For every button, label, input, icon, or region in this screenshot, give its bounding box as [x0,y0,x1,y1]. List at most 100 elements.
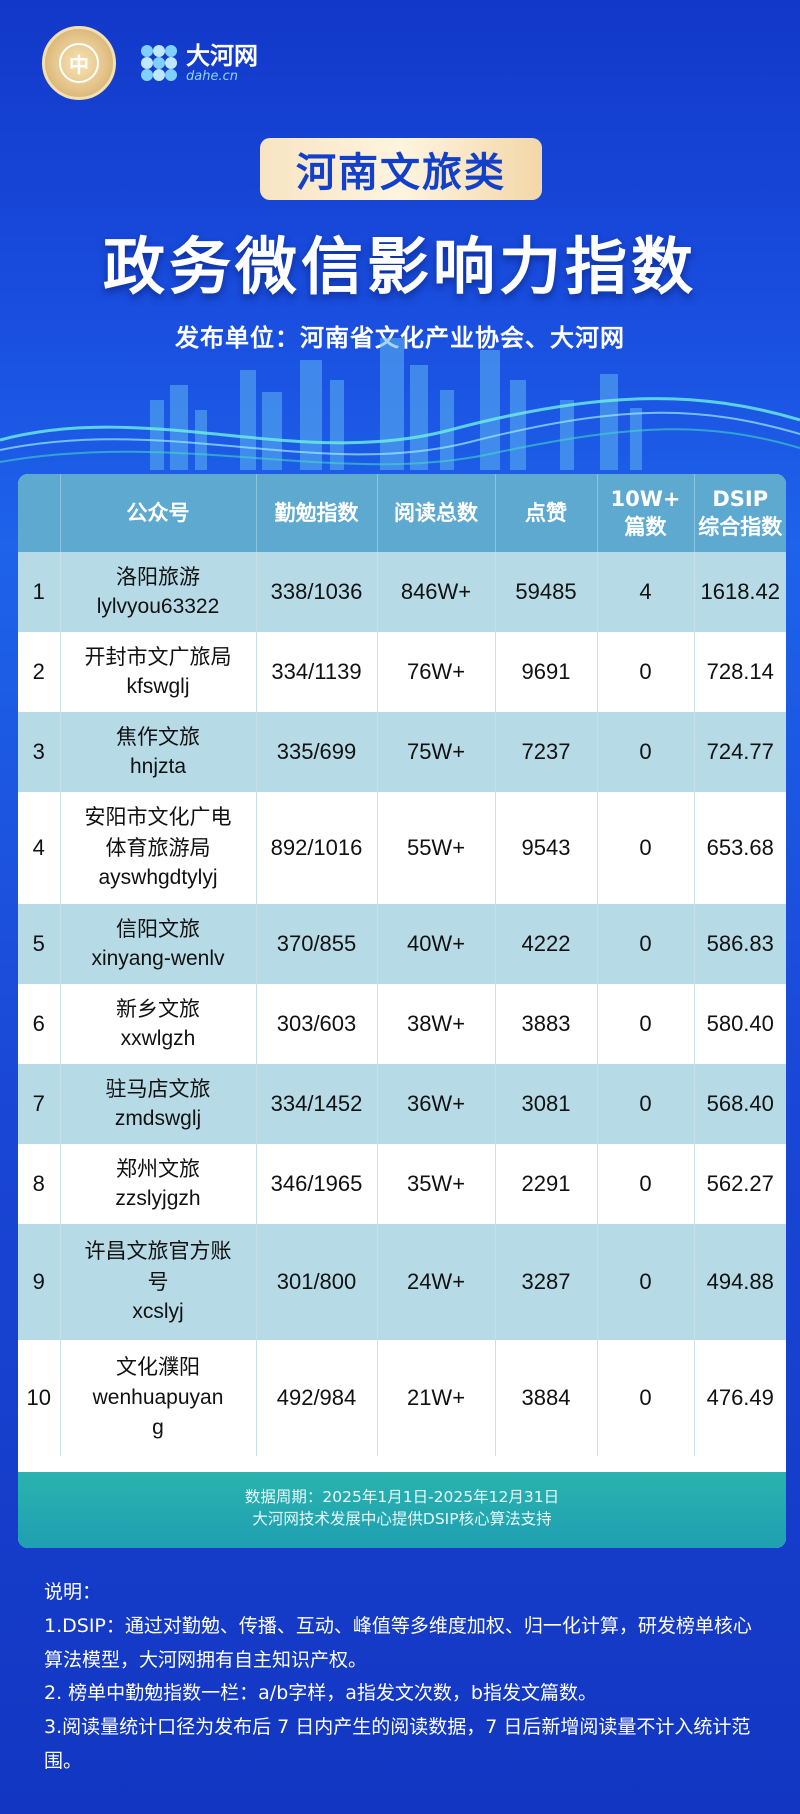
reads-cell: 40W+ [377,904,496,984]
likes-cell: 59485 [495,552,598,632]
table-row: 10 文化濮阳 wenhuapuyan g 492/984 21W+ 3884 0 476.4… [18,1340,786,1456]
diligence-cell: 370/855 [256,904,378,984]
dsip-cell: 586.83 [694,904,786,984]
reads-cell: 24W+ [377,1224,496,1340]
rank-cell: 2 [18,632,61,712]
city-skyline-decoration [0,338,800,470]
data-period: 数据周期：2025年1月1日-2025年12月31日 [244,1488,560,1506]
10w-count-cell: 0 [597,712,695,792]
diligence-cell: 334/1139 [256,632,378,712]
dahe-brand-logo: 大河网 dahe.cn [138,42,258,84]
account-name: 新乡文旅 [116,996,200,1021]
reads-cell: 21W+ [377,1340,496,1456]
account-cell: 驻马店文旅 zmdswglj [60,1064,257,1144]
account-name: 洛阳旅游 [116,564,200,589]
account-id: ayswhgdtylyj [98,866,218,890]
brand-name: 大河网 [186,41,258,70]
account-cell: 安阳市文化广电 体育旅游局 ayswhgdtylyj [60,792,257,904]
likes-cell: 4222 [495,904,598,984]
dsip-cell: 494.88 [694,1224,786,1340]
10w-count-cell: 0 [597,1144,695,1224]
dsip-cell: 568.40 [694,1064,786,1144]
account-name: 安阳市文化广电 体育旅游局 [84,805,232,860]
diligence-cell: 892/1016 [256,792,378,904]
account-cell: 文化濮阳 wenhuapuyan g [60,1340,257,1456]
account-id: lylvyou63322 [96,595,220,618]
dsip-cell: 1618.42 [694,552,786,632]
diligence-cell: 335/699 [256,712,378,792]
account-name: 信阳文旅 [116,916,200,941]
rank-cell: 8 [18,1144,61,1224]
reads-cell: 36W+ [377,1064,496,1144]
account-name: 文化濮阳 [116,1355,200,1380]
header-10w: 10W+ 篇数 [597,474,695,552]
table-row: 2 开封市文广旅局 kfswglj 334/1139 76W+ 9691 0 728.14 [18,632,786,712]
10w-count-cell: 0 [597,984,695,1064]
rank-cell: 9 [18,1224,61,1340]
account-cell: 开封市文广旅局 kfswglj [60,632,257,712]
dsip-cell: 580.40 [694,984,786,1064]
rank-cell: 3 [18,712,61,792]
note-item: 2. 榜单中勤勉指数一栏：a/b字样，a指发文次数，b指发文篇数。 [44,1682,597,1705]
account-id: zmdswglj [114,1107,202,1130]
table-row: 1 洛阳旅游 lylvyou63322 338/1036 846W+ 59485 4 1618… [18,552,786,632]
page-title: 政务微信影响力指数 [102,230,697,303]
likes-cell: 7237 [495,712,598,792]
dsip-cell: 476.49 [694,1340,786,1456]
reads-cell: 846W+ [377,552,496,632]
account-cell: 郑州文旅 zzslyjgzh [60,1144,257,1224]
10w-count-cell: 0 [597,632,695,712]
ranking-table: 公众号 勤勉指数 阅读总数 点赞 10W+ 篇数 DSIP 综合指数 1 洛阳旅游… [18,474,786,1456]
data-period-footer: 数据周期：2025年1月1日-2025年12月31日 大河网技术发展中心提供DS… [18,1472,786,1548]
10w-count-cell: 0 [597,1064,695,1144]
header-likes: 点赞 [495,474,598,552]
header-reads: 阅读总数 [377,474,496,552]
dsip-cell: 724.77 [694,712,786,792]
likes-cell: 9691 [495,632,598,712]
diligence-cell: 334/1452 [256,1064,378,1144]
10w-count-cell: 0 [597,1224,695,1340]
account-name: 开封市文广旅局 [84,644,232,669]
header-account: 公众号 [60,474,257,552]
table-header-row: 公众号 勤勉指数 阅读总数 点赞 10W+ 篇数 DSIP 综合指数 [18,474,786,552]
reads-cell: 55W+ [377,792,496,904]
notes-heading: 说明： [44,1581,102,1603]
likes-cell: 3287 [495,1224,598,1340]
rank-cell: 4 [18,792,61,904]
algorithm-support: 大河网技术发展中心提供DSIP核心算法支持 [252,1510,552,1529]
reads-cell: 75W+ [377,712,496,792]
10w-count-cell: 4 [597,552,695,632]
logo-row: 中 大河网 dahe.cn [42,26,258,100]
dsip-cell: 728.14 [694,632,786,712]
table-row: 4 安阳市文化广电 体育旅游局 ayswhgdtylyj 892/1016 55W+ 95… [18,792,786,904]
rank-cell: 10 [18,1340,61,1456]
diligence-cell: 338/1036 [256,552,378,632]
account-id: xinyang-wenlv [91,947,225,970]
account-cell: 许昌文旅官方账 号 xcslyj [60,1224,257,1340]
dahe-logo-icon [141,45,177,81]
category-pill: 河南文旅类 [260,138,542,200]
note-item: 1.DSIP：通过对勤勉、传播、互动、峰值等多维度加权、归一化计算，研发榜单核心… [44,1614,752,1671]
reads-cell: 38W+ [377,984,496,1064]
reads-cell: 35W+ [377,1144,496,1224]
table-row: 8 郑州文旅 zzslyjgzh 346/1965 35W+ 2291 0 562.27 [18,1144,786,1224]
header-diligence: 勤勉指数 [256,474,378,552]
diligence-cell: 301/800 [256,1224,378,1340]
account-cell: 洛阳旅游 lylvyou63322 [60,552,257,632]
table-row: 3 焦作文旅 hnjzta 335/699 75W+ 7237 0 724.77 [18,712,786,792]
reads-cell: 76W+ [377,632,496,712]
table-row: 9 许昌文旅官方账 号 xcslyj 301/800 24W+ 3287 0 494.88 [18,1224,786,1340]
diligence-cell: 303/603 [256,984,378,1064]
table-row: 6 新乡文旅 xxwlgzh 303/603 38W+ 3883 0 580.40 [18,984,786,1064]
account-cell: 信阳文旅 xinyang-wenlv [60,904,257,984]
10w-count-cell: 0 [597,1340,695,1456]
table-row: 5 信阳文旅 xinyang-wenlv 370/855 40W+ 4222 0 586.83 [18,904,786,984]
account-name: 驻马店文旅 [105,1076,211,1101]
header-rank [18,474,61,552]
account-id: hnjzta [129,755,187,778]
10w-count-cell: 0 [597,904,695,984]
account-id: xxwlgzh [120,1027,196,1050]
rank-cell: 7 [18,1064,61,1144]
diligence-cell: 492/984 [256,1340,378,1456]
account-name: 焦作文旅 [116,724,200,749]
